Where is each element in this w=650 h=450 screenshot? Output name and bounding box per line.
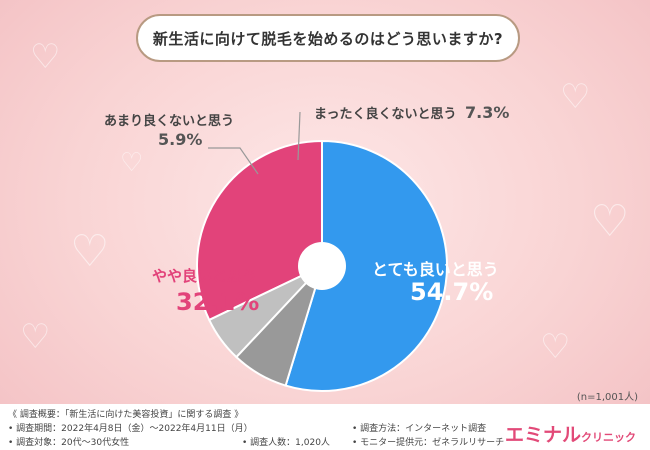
survey-method: • 調査方法：インターネット調査 [352,424,487,434]
logo-main: エミナル [504,424,581,446]
slice-very-good [284,139,448,392]
leader-line-not-good-at-all [297,111,301,161]
heart-icon: ♡ [590,196,630,247]
survey-footer: 《 調査概要：「新生活に向けた美容投資」に関する調査 》 • 調査期間：2022… [0,404,650,450]
survey-people: • 調査人数：1,020人 [242,438,330,448]
value-label: 54.7% [410,278,494,306]
value-very-good: 54.7% [410,278,493,306]
clinic-logo: エミナルクリニック [505,420,636,447]
category-label: まったく良くないと思う [314,107,457,122]
value-label: 32.1% [176,288,260,316]
heart-icon: ♡ [560,77,591,117]
heart-icon: ♡ [540,327,571,367]
category-label: とても良いと思う [372,260,499,279]
category-label: やや良いと思う [152,267,258,285]
value-somewhat-good: 32.1% [176,288,259,316]
category-label: あまり良くないと思う [104,114,235,129]
question-title: 新生活に向けて脱毛を始めるのはどう思いますか? [136,14,520,62]
donut-hole [298,242,346,290]
heart-icon: ♡ [120,148,144,178]
label-very-good: とても良いと思う [372,256,499,280]
leader-line-not-very-good [208,147,259,175]
survey-summary: 《 調査概要：「新生活に向けた美容投資」に関する調査 》 [8,410,244,420]
pie-chart [196,111,448,392]
heart-icon: ♡ [20,317,51,357]
logo-sub: クリニック [581,431,636,444]
label-not-very-good: あまり良くないと思う [104,110,234,129]
label-not-good-at-all: まったく良くないと思う 7.3% [314,103,509,122]
heart-icon: ♡ [70,226,110,277]
value-label: 7.3% [465,103,510,122]
label-somewhat-good: やや良いと思う [152,265,257,286]
slice-somewhat-good [196,139,323,322]
slice-not-good-at-all [235,265,323,387]
heart-icon: ♡ [30,37,61,77]
survey-period: • 調査期間：2022年4月8日（金）～2022年4月11日（月） [8,424,253,434]
value-label: 5.9% [158,130,203,149]
sample-size-note: (n=1,001人) [576,392,638,403]
value-not-very-good: 5.9% [158,130,202,149]
survey-provider: • モニター提供元：ゼネラルリサーチ [352,438,505,448]
survey-target: • 調査対象：20代～30代女性 [8,438,130,448]
